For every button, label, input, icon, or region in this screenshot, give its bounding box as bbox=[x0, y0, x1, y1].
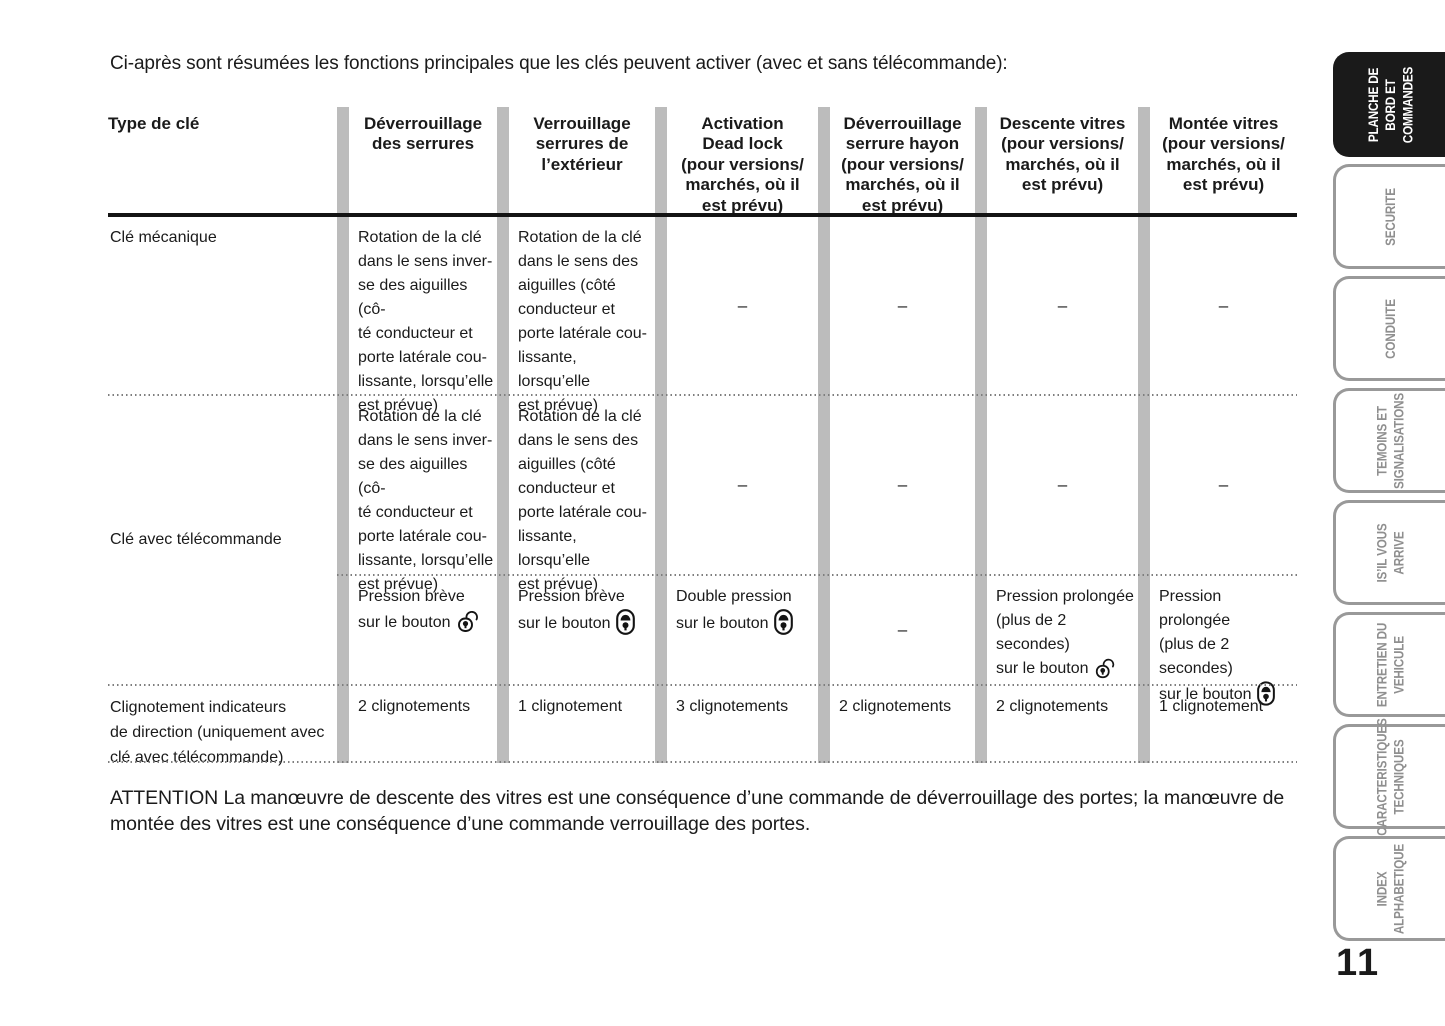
table-cell: Pression brève sur le bouton bbox=[349, 576, 497, 684]
table-cell-empty: – bbox=[1218, 295, 1229, 315]
cell-text: Pression brève sur le bouton bbox=[518, 588, 625, 632]
row-label-cle-telecommande: Clé avec télécommande bbox=[110, 531, 282, 548]
tab-caracteristiques: CARACTERISTIQUES TECHNIQUES bbox=[1333, 718, 1445, 835]
key-functions-table: Type de clé Déverrouillage des serrures … bbox=[108, 107, 1297, 766]
tab-temoins: TEMOINS ET SIGNALISATIONS bbox=[1333, 388, 1445, 493]
table-cell: Rotation de la clé dans le sens inver- s… bbox=[358, 408, 494, 593]
section-tabs: PLANCHE DE BORD ET COMMANDES SECURITE CO… bbox=[1330, 52, 1445, 952]
table-cell: 1 clignotement bbox=[518, 698, 623, 715]
column-separator bbox=[337, 107, 349, 763]
table-cell-empty: – bbox=[737, 475, 748, 494]
column-header: Déverrouillage des serrures bbox=[363, 114, 483, 154]
column-separator bbox=[655, 107, 667, 763]
column-header: Verrouillage serrures de l’extérieur bbox=[533, 114, 631, 174]
row-label-clignotement: Clignotement indicateurs de direction (u… bbox=[110, 699, 325, 766]
cell-text: Pression prolongée (plus de 2 secondes) … bbox=[996, 588, 1134, 677]
table-cell: Pression prolongée (plus de 2 secondes) … bbox=[987, 576, 1138, 684]
row-divider bbox=[108, 684, 1297, 686]
tab-conduite: CONDUITE bbox=[1333, 276, 1445, 381]
table-cell: 1 clignotement bbox=[1159, 698, 1264, 715]
table-cell-empty: – bbox=[737, 295, 748, 315]
table-bottom-divider bbox=[108, 761, 1297, 763]
column-header: Type de clé bbox=[108, 114, 200, 133]
table-cell: Double pression sur le bouton bbox=[667, 576, 818, 684]
lock-icon bbox=[769, 609, 793, 636]
cell-text: Pression prolongée (plus de 2 secondes) … bbox=[1159, 588, 1252, 703]
table-cell-empty: – bbox=[1218, 475, 1229, 494]
unlock-icon bbox=[1089, 657, 1117, 681]
column-header: Montée vitres (pour versions/ marchés, o… bbox=[1162, 114, 1285, 195]
table-cell: Rotation de la clé dans le sens des aigu… bbox=[518, 408, 647, 593]
intro-text: Ci-après sont résumées les fonctions pri… bbox=[110, 53, 1008, 74]
cell-text: Double pression sur le bouton bbox=[676, 588, 792, 632]
tab-planche-de-bord: PLANCHE DE BORD ET COMMANDES bbox=[1333, 52, 1445, 157]
table-cell: Rotation de la clé dans le sens inver- s… bbox=[358, 229, 494, 414]
table-cell-empty: – bbox=[897, 475, 908, 494]
column-separator bbox=[818, 107, 830, 763]
row-divider bbox=[337, 574, 1297, 576]
unlock-icon bbox=[451, 609, 481, 635]
table-cell: 2 clignotements bbox=[996, 698, 1109, 715]
table-cell-empty: – bbox=[897, 295, 908, 315]
lock-icon bbox=[611, 609, 635, 636]
table-cell: Pression prolongée (plus de 2 secondes) … bbox=[1150, 576, 1297, 706]
row-label-cle-mecanique: Clé mécanique bbox=[110, 229, 217, 246]
column-separator bbox=[1138, 107, 1150, 763]
table-cell-empty: – bbox=[1057, 295, 1068, 315]
row-divider bbox=[108, 394, 1297, 396]
table-cell: Pression brève sur le bouton bbox=[509, 576, 655, 684]
column-separator bbox=[497, 107, 509, 763]
column-separator bbox=[975, 107, 987, 763]
table-cell: 3 clignotements bbox=[676, 698, 789, 715]
table-cell-empty: – bbox=[1057, 475, 1068, 494]
column-header: Descente vitres (pour versions/ marchés,… bbox=[999, 114, 1126, 195]
column-header: Déverrouillage serrure hayon (pour versi… bbox=[841, 114, 964, 215]
lock-icon bbox=[1252, 681, 1275, 707]
header-rule bbox=[108, 213, 1297, 217]
cell-text: Pression brève sur le bouton bbox=[358, 588, 465, 631]
column-header: Activation Dead lock (pour versions/ mar… bbox=[681, 114, 804, 215]
table-cell: 2 clignotements bbox=[839, 698, 952, 715]
page-number: 11 bbox=[1336, 942, 1381, 984]
tab-sil-vous-arrive: IS’IL VOUS ARRIVE bbox=[1333, 500, 1445, 605]
attention-note: ATTENTION La manœuvre de descente des vi… bbox=[110, 787, 1285, 835]
table-cell-empty: – bbox=[897, 620, 908, 639]
table-cell: 2 clignotements bbox=[358, 698, 471, 715]
tab-index: INDEX ALPHABETIQUE bbox=[1333, 836, 1445, 941]
tab-securite: SECURITE bbox=[1333, 164, 1445, 269]
tab-entretien: ENTRETIEN DU VEHICULE bbox=[1333, 612, 1445, 717]
table-cell: Rotation de la clé dans le sens des aigu… bbox=[518, 229, 647, 414]
